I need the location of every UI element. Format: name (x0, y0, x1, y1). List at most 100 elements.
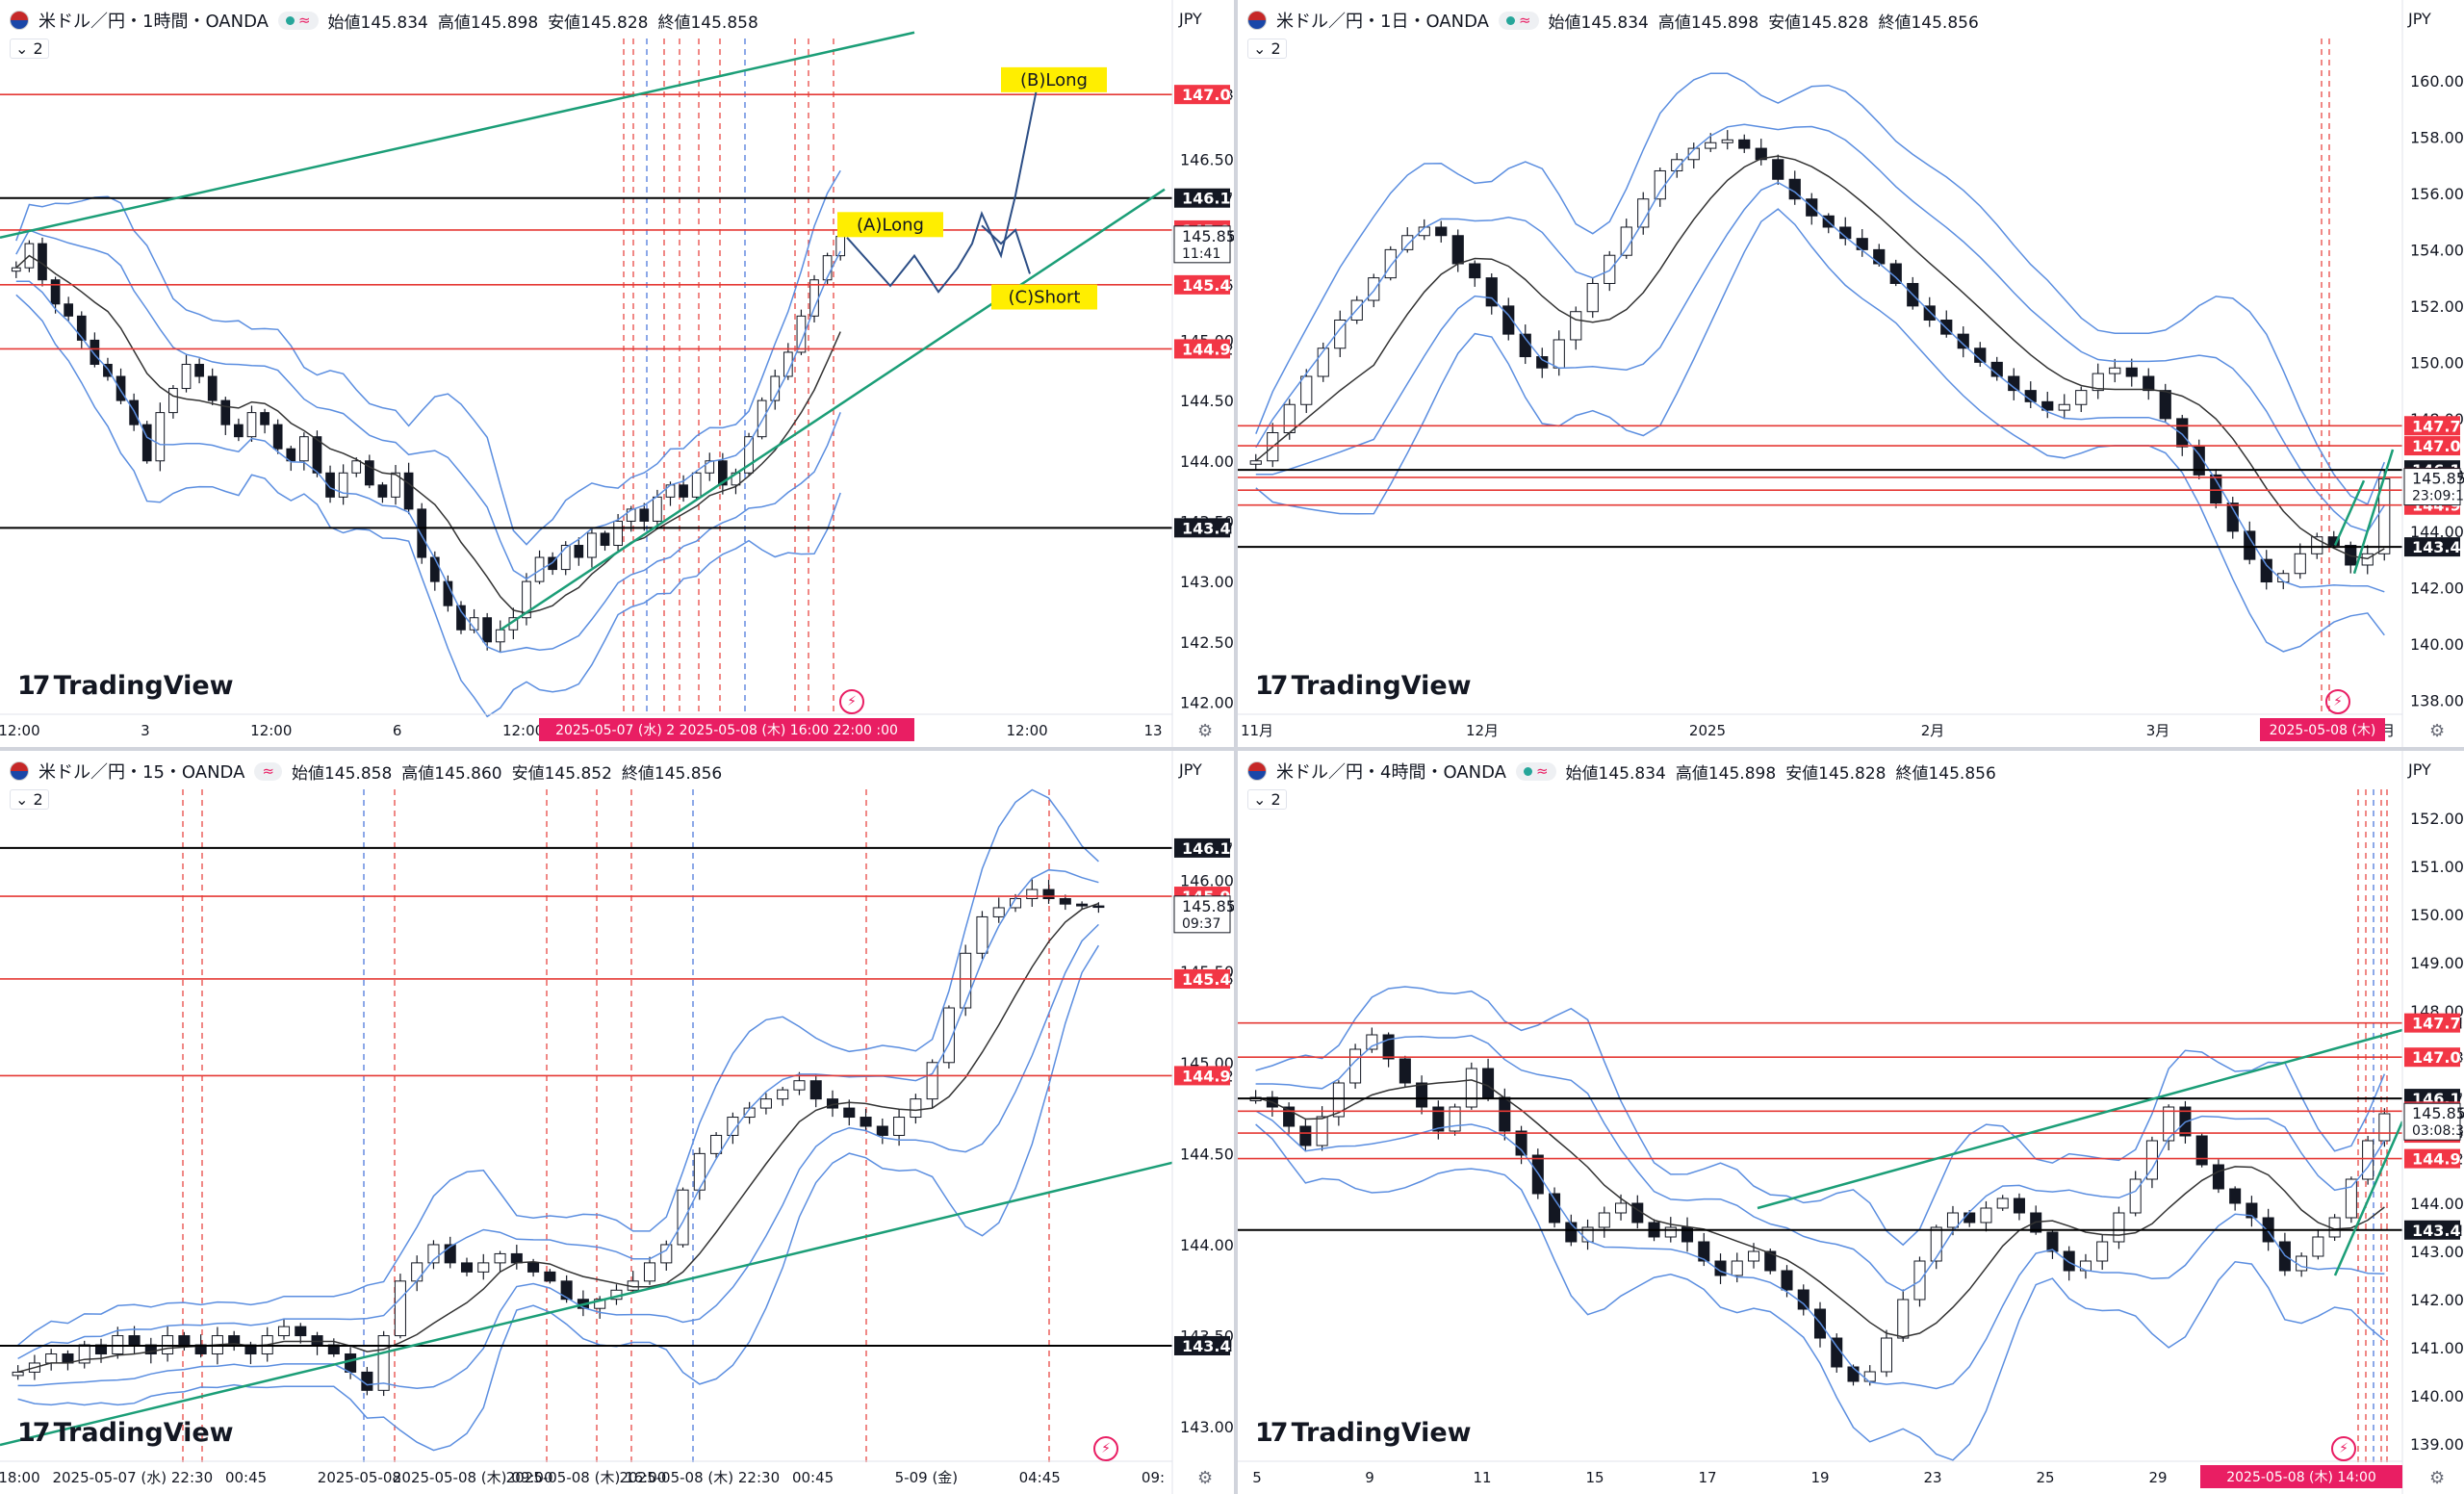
chart-panel-15m[interactable]: 米ドル／円・15・OANDA ≈ 始値145.858 高値145.860 安値1… (0, 751, 1234, 1494)
bollinger-lower-1 (1255, 1110, 2385, 1390)
level-badge (1174, 518, 1230, 538)
level-badge (1174, 837, 1230, 858)
candle-body (1499, 1096, 1511, 1132)
time-tick: 2025-05-08 (318, 1469, 401, 1486)
time-tick: 12:00 (1006, 722, 1047, 739)
currency-label[interactable]: JPY (2408, 760, 2431, 779)
candle-body (783, 351, 793, 377)
usd-jpy-flag-icon (10, 11, 29, 30)
candle-body (691, 472, 702, 498)
wave-icon: ≈ (297, 11, 311, 29)
tradingview-logo[interactable]: 17 TradingView (1255, 1418, 1472, 1448)
indicator-toggle[interactable]: ⌄ 2 (10, 789, 49, 810)
settings-gear-icon[interactable]: ⚙ (2429, 1468, 2446, 1488)
candle-body (116, 375, 126, 401)
tradingview-logo[interactable]: 17 TradingView (17, 1418, 234, 1448)
time-tick: 5-09 (金) (895, 1469, 959, 1486)
candle-body (45, 1352, 58, 1364)
ohlc-low: 安値145.828 (1785, 763, 1886, 784)
candle-body (1772, 159, 1784, 180)
market-open-icon (1505, 15, 1515, 25)
bollinger-upper-1 (17, 868, 1099, 1360)
level-badge (2404, 416, 2460, 436)
candle-body (494, 1252, 506, 1264)
tradingview-logo[interactable]: 17 TradingView (1255, 671, 1472, 701)
candle-body (1283, 1106, 1296, 1127)
time-tick: 00:45 (792, 1469, 834, 1486)
level-badge-label: 147.747 (2412, 1015, 2464, 1033)
candle-body (1731, 1260, 1743, 1276)
usd-jpy-flag-icon (1247, 11, 1267, 30)
chart-svg: (A)Long (B)Long (C)Short 147.036 146.500 146.… (0, 0, 1234, 747)
lightning-icon[interactable]: ⚡ (2331, 1436, 2356, 1461)
currency-label[interactable]: JPY (2408, 10, 2431, 28)
candle-body (522, 580, 531, 619)
indicator-toggle[interactable]: ⌄ 2 (1247, 789, 1287, 810)
time-tick: 18:00 (0, 1469, 40, 1486)
moving-average-line (17, 902, 1099, 1374)
time-tick: 3月 (2146, 722, 2170, 739)
indicator-toggle[interactable]: ⌄ 2 (1247, 39, 1287, 59)
status-pill[interactable]: ≈ (277, 11, 319, 30)
candle-body (2075, 390, 2088, 405)
indicator-count: 2 (1270, 39, 1281, 58)
candle-body (417, 508, 427, 558)
symbol-title[interactable]: 米ドル／円・1日・OANDA (1276, 12, 1489, 32)
scenario-label-bg (991, 284, 1097, 310)
settings-gear-icon[interactable]: ⚙ (2429, 721, 2446, 741)
time-badge-label: 2025-05-08 (木) 14:00 (2226, 1470, 2376, 1485)
status-pill[interactable]: ≈ (1498, 11, 1539, 30)
price-tick: 144.500 (1180, 392, 1234, 410)
tradingview-logo[interactable]: 17 TradingView (17, 671, 234, 701)
currency-label[interactable]: JPY (1179, 760, 1202, 779)
settings-gear-icon[interactable]: ⚙ (1197, 721, 1214, 741)
level-badge-label: 143.445 (2412, 1222, 2464, 1240)
candle-body (338, 472, 348, 498)
candle-body (2041, 400, 2054, 411)
candle-body (181, 363, 192, 390)
level-badge-label: 147.036 (2412, 437, 2464, 455)
last-price-badge (2403, 468, 2461, 506)
price-tick: 142.000 (2410, 579, 2464, 597)
chart-panel-1d[interactable]: 米ドル／円・1日・OANDA ≈ 始値145.834 高値145.898 安値1… (1238, 0, 2464, 747)
candle-body (1299, 1125, 1312, 1146)
level-badge (1174, 1335, 1230, 1355)
candle-body (976, 915, 988, 954)
currency-label[interactable]: JPY (1179, 10, 1202, 28)
chart-panel-1h[interactable]: 米ドル／円・1時間・OANDA ≈ 始値145.834 高値145.898 安値… (0, 0, 1234, 747)
scenario-b-path (846, 74, 1040, 294)
candle-body (1570, 311, 1582, 341)
last-price-badge (2403, 1102, 2461, 1141)
price-tick: 143.000 (1180, 1418, 1234, 1436)
settings-gear-icon[interactable]: ⚙ (1197, 1468, 1214, 1488)
candle-body (325, 472, 335, 498)
lightning-icon[interactable]: ⚡ (1093, 1436, 1118, 1461)
candle-body (1586, 282, 1599, 313)
level-badge-label: 145.459 (1182, 276, 1234, 295)
candle-body (220, 399, 231, 425)
bollinger-lower-2 (1255, 1123, 2385, 1461)
indicator-count: 2 (33, 790, 43, 809)
candle-body (527, 1262, 540, 1273)
price-tick: 150.000 (2410, 353, 2464, 372)
lightning-icon[interactable]: ⚡ (839, 689, 864, 714)
candle-body (12, 1371, 24, 1377)
candle-body (2294, 553, 2306, 575)
chart-header: 米ドル／円・15・OANDA ≈ 始値145.858 高値145.860 安値1… (10, 757, 722, 786)
symbol-title[interactable]: 米ドル／円・15・OANDA (38, 762, 245, 783)
ohlc-high: 高値145.898 (1657, 13, 1759, 33)
price-tick: 139.000 (2410, 1435, 2464, 1454)
candle-body (2311, 536, 2323, 554)
level-badge-label: 144.928 (2412, 1150, 2464, 1169)
level-badge-label: 146.178 (1182, 190, 1234, 208)
status-pill[interactable]: ≈ (1515, 761, 1556, 781)
indicator-toggle[interactable]: ⌄ 2 (10, 39, 49, 59)
time-tick: 5 (1252, 1469, 1262, 1486)
symbol-title[interactable]: 米ドル／円・1時間・OANDA (38, 12, 269, 32)
scenario-c-path (981, 224, 1031, 274)
lightning-icon[interactable]: ⚡ (2325, 689, 2350, 714)
symbol-title[interactable]: 米ドル／円・4時間・OANDA (1276, 762, 1506, 783)
status-pill[interactable]: ≈ (254, 761, 282, 781)
candle-body (1249, 460, 1262, 465)
chart-panel-4h[interactable]: 米ドル／円・4時間・OANDA ≈ 始値145.834 高値145.898 安値… (1238, 751, 2464, 1494)
